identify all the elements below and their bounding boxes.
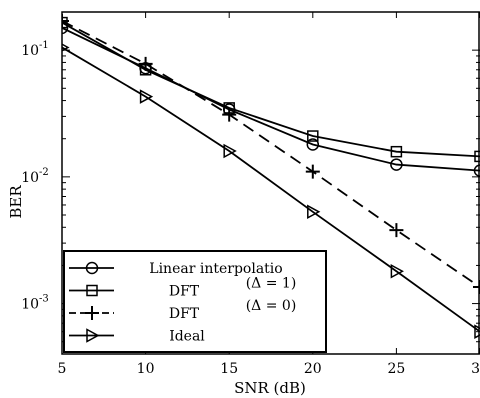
plot-area bbox=[62, 13, 480, 339]
data-point-2 bbox=[222, 107, 237, 122]
legend-marker-1 bbox=[86, 284, 98, 297]
y-tick-label: 10-1 bbox=[21, 40, 49, 59]
x-tick-label: 30 bbox=[471, 361, 480, 377]
data-point-1 bbox=[474, 150, 480, 163]
series-1 bbox=[62, 16, 480, 163]
legend-marker-0 bbox=[85, 261, 99, 275]
y-tick-label: 10-2 bbox=[21, 167, 49, 186]
legend-marker-3 bbox=[86, 328, 100, 343]
axes: 5 10 15 20 25 30 10-1 10-2 10-3 bbox=[21, 11, 480, 377]
data-point-2 bbox=[62, 13, 69, 28]
legend-annotation-2: (Δ = 0) bbox=[246, 298, 297, 314]
data-point-3 bbox=[474, 324, 480, 339]
data-point-2 bbox=[389, 223, 404, 238]
data-point-1 bbox=[390, 145, 403, 158]
data-point-2 bbox=[473, 280, 480, 295]
series-line-1 bbox=[62, 21, 480, 158]
data-point-1 bbox=[307, 130, 319, 142]
legend-label-2: DFT bbox=[169, 306, 200, 322]
data-point-3 bbox=[307, 204, 321, 220]
series-line-0 bbox=[62, 27, 480, 172]
data-point-3 bbox=[139, 89, 154, 104]
legend-annotation-1: (Δ = 1) bbox=[246, 276, 297, 292]
data-point-0 bbox=[390, 158, 403, 171]
x-tick-label: 15 bbox=[220, 361, 238, 377]
x-tick-label: 25 bbox=[387, 361, 405, 377]
legend-label-0: Linear interpolatio bbox=[149, 261, 282, 277]
data-point-2 bbox=[305, 164, 320, 179]
data-point-3 bbox=[390, 263, 404, 279]
x-axis-label: SNR (dB) bbox=[234, 379, 306, 397]
legend-label-3: Ideal bbox=[169, 329, 205, 345]
data-point-3 bbox=[223, 143, 237, 159]
x-tick-label: 10 bbox=[137, 361, 155, 377]
legend: Linear interpolatio DFT (Δ = 1) DFT (Δ = 0) I… bbox=[63, 250, 327, 353]
y-axis-label: BER bbox=[7, 185, 25, 219]
data-point-0 bbox=[306, 138, 320, 151]
series-line-3 bbox=[62, 46, 480, 333]
y-tick-label: 10-3 bbox=[21, 294, 49, 313]
series-2 bbox=[62, 13, 480, 295]
legend-marker-2 bbox=[85, 306, 99, 320]
series-line-2 bbox=[62, 20, 480, 288]
legend-label-1: DFT bbox=[169, 284, 200, 300]
data-point-2 bbox=[138, 56, 153, 71]
x-tick-label: 5 bbox=[58, 361, 67, 377]
x-tick-label: 20 bbox=[304, 361, 322, 377]
data-point-0 bbox=[473, 164, 480, 177]
